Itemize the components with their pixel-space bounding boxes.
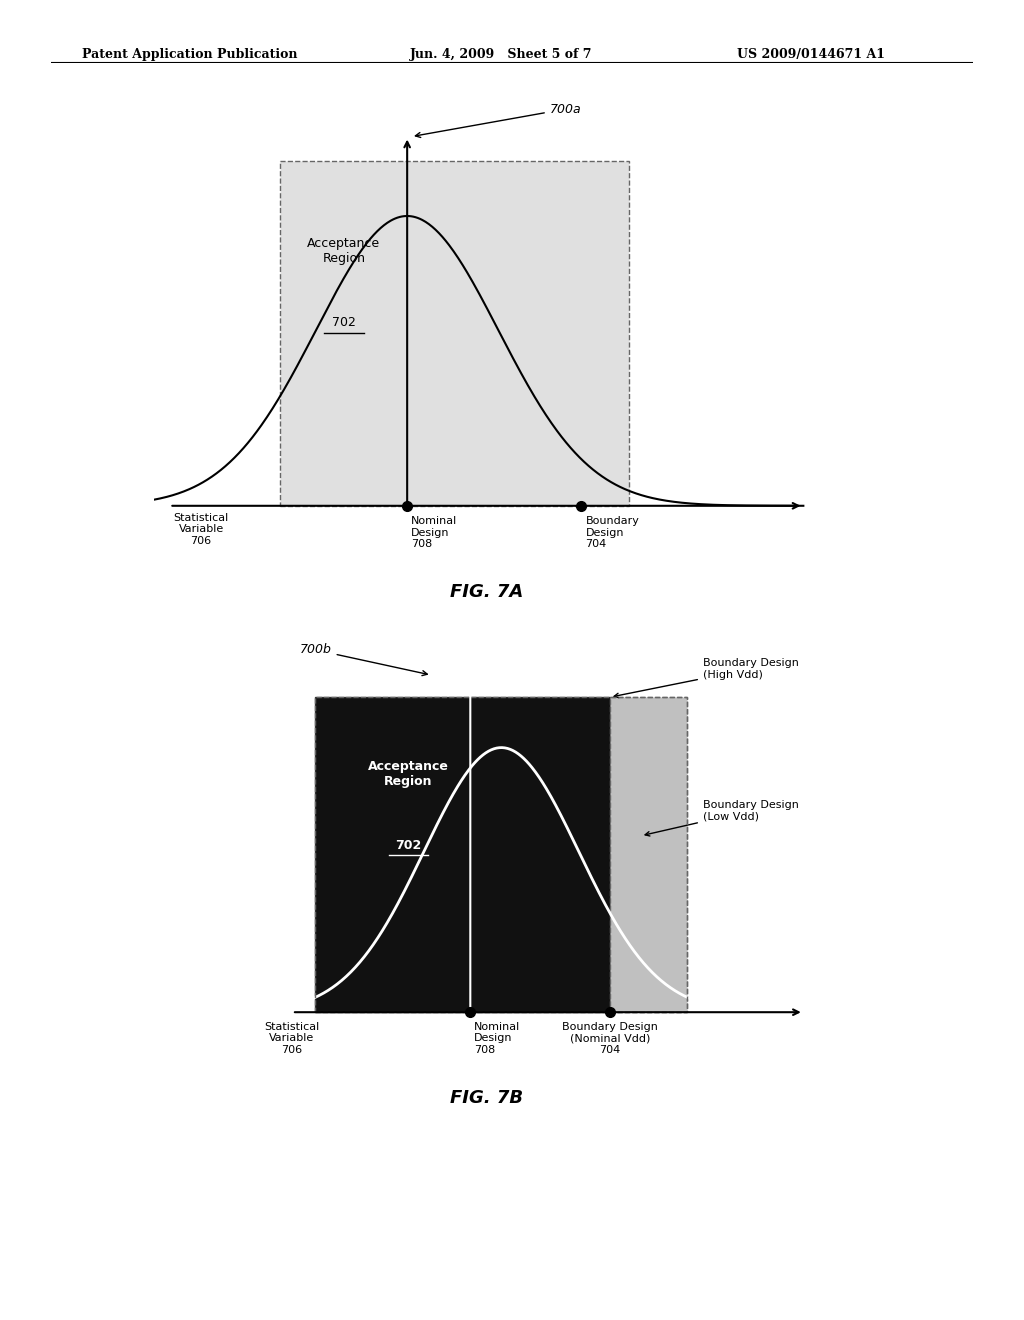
Text: FIG. 7A: FIG. 7A — [450, 583, 523, 602]
Text: FIG. 7B: FIG. 7B — [450, 1089, 523, 1107]
Text: Boundary Design
(High Vdd): Boundary Design (High Vdd) — [614, 659, 799, 698]
Text: Nominal
Design
708: Nominal Design 708 — [411, 516, 458, 549]
Text: Acceptance
Region: Acceptance Region — [368, 760, 449, 788]
Text: US 2009/0144671 A1: US 2009/0144671 A1 — [737, 48, 886, 61]
Text: 702: 702 — [395, 840, 422, 851]
Bar — [281, 161, 629, 506]
Text: Boundary
Design
704: Boundary Design 704 — [586, 516, 639, 549]
Text: Statistical
Variable
706: Statistical Variable 706 — [173, 512, 228, 546]
Text: Jun. 4, 2009   Sheet 5 of 7: Jun. 4, 2009 Sheet 5 of 7 — [410, 48, 592, 61]
Bar — [315, 697, 687, 1012]
Text: 702: 702 — [332, 315, 355, 329]
Text: Statistical
Variable
706: Statistical Variable 706 — [264, 1022, 319, 1055]
Text: Boundary Design
(Low Vdd): Boundary Design (Low Vdd) — [645, 800, 799, 836]
Text: Boundary Design
(Nominal Vdd)
704: Boundary Design (Nominal Vdd) 704 — [562, 1022, 657, 1055]
Text: Patent Application Publication: Patent Application Publication — [82, 48, 297, 61]
Text: 700b: 700b — [300, 643, 427, 676]
Text: 700a: 700a — [416, 103, 582, 137]
Bar — [315, 697, 610, 1012]
Text: Acceptance
Region: Acceptance Region — [307, 236, 380, 265]
Bar — [610, 697, 687, 1012]
Text: Nominal
Design
708: Nominal Design 708 — [474, 1022, 520, 1055]
